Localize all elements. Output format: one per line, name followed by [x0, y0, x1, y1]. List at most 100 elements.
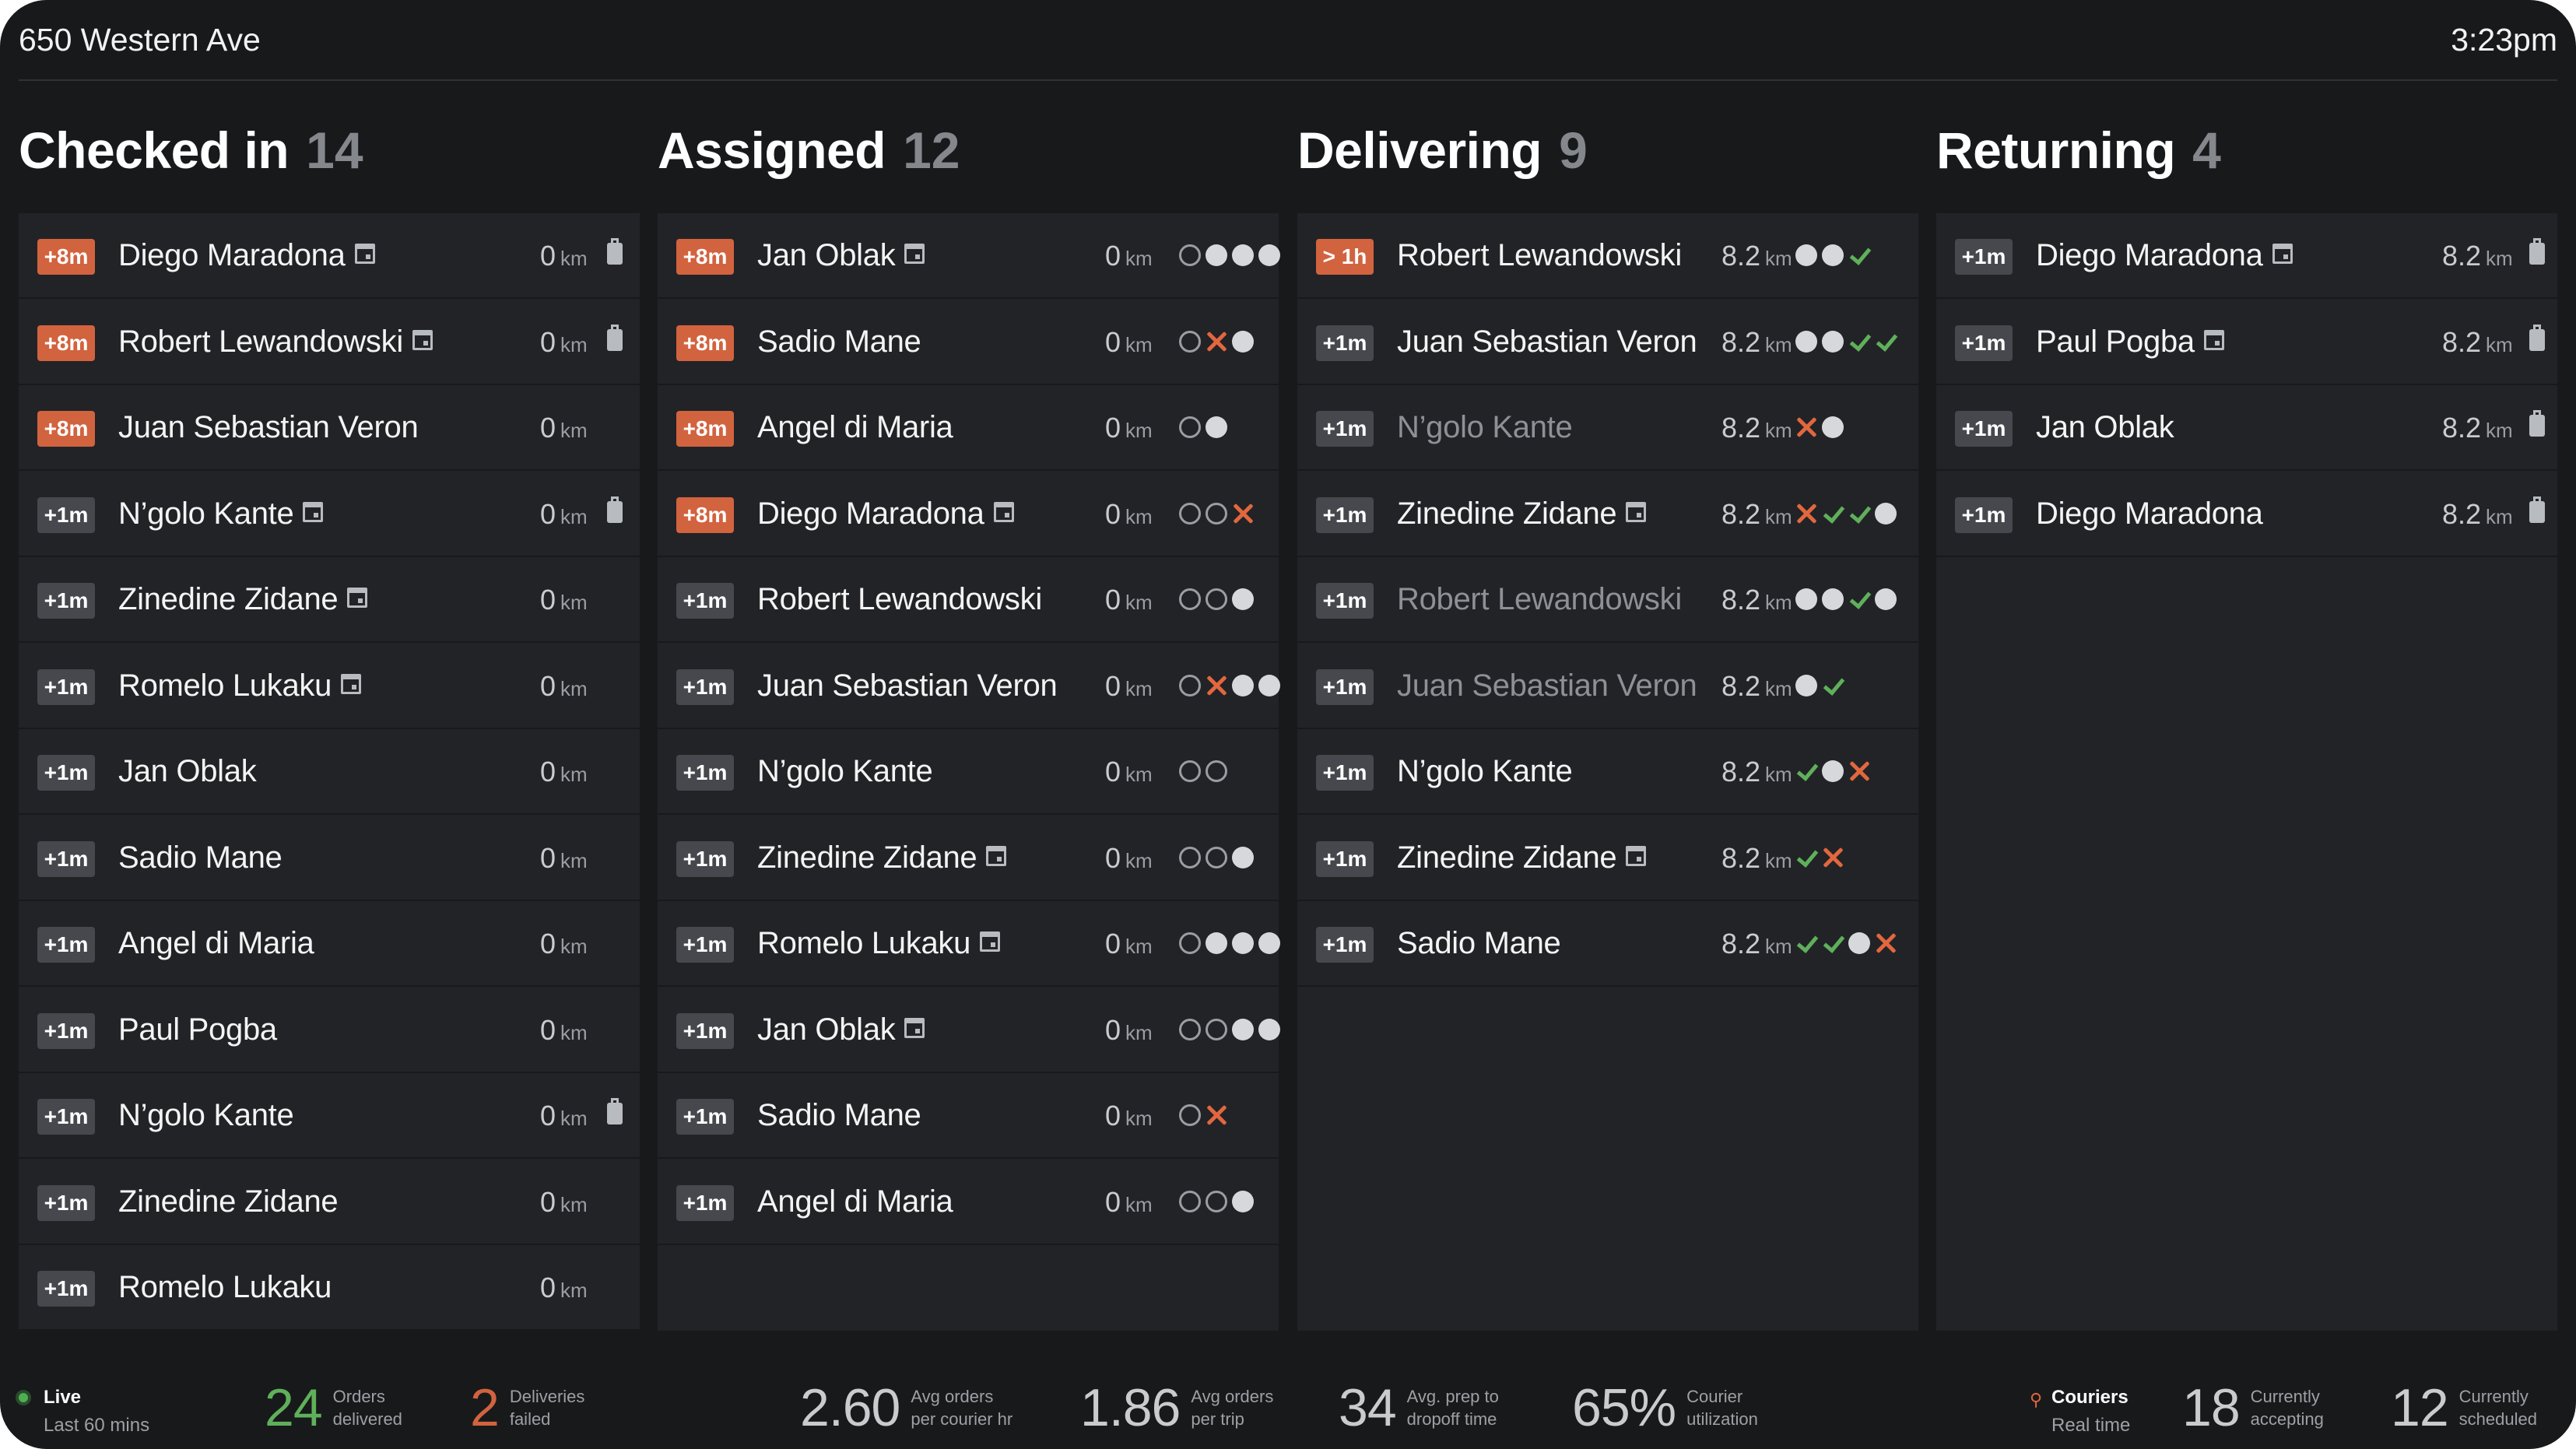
calendar-icon — [2203, 330, 2224, 350]
courier-row[interactable]: +1m Sadio Mane 0 km — [19, 816, 640, 901]
pending-circle-icon — [1206, 1019, 1227, 1040]
courier-name: Zinedine Zidane — [1397, 840, 1647, 875]
courier-row[interactable]: +1m Zinedine Zidane 8.2 km — [1297, 816, 1918, 901]
wait-badge: +1m — [1316, 497, 1374, 533]
calendar-icon — [303, 502, 324, 522]
wait-badge: +1m — [1955, 497, 2013, 533]
order-status-marks — [1795, 588, 1897, 610]
courier-name: Jan Oblak — [757, 1012, 925, 1047]
wait-badge: +8m — [676, 325, 734, 361]
courier-row[interactable]: +8m Juan Sebastian Veron 0 km — [19, 385, 640, 471]
courier-row[interactable]: +1m Jan Oblak 8.2 km — [1936, 385, 2557, 471]
bag-icon — [607, 496, 623, 523]
order-status-marks — [1179, 675, 1280, 696]
calendar-icon — [1626, 502, 1647, 522]
stat-value: 24 — [265, 1378, 323, 1437]
courier-name: Romelo Lukaku — [757, 926, 1001, 961]
courier-name: Robert Lewandowski — [118, 325, 433, 360]
order-status-marks — [1795, 416, 1844, 438]
order-dot-icon — [1232, 331, 1254, 353]
distance: 8.2 km — [1721, 326, 1792, 358]
courier-row[interactable]: +1m Angel di Maria 0 km — [658, 1160, 1279, 1245]
order-dot-icon — [1232, 244, 1254, 266]
courier-row[interactable]: +1m Romelo Lukaku 0 km — [658, 901, 1280, 987]
distance: 0 km — [540, 240, 588, 272]
column-title: Assigned 12 — [658, 81, 1279, 213]
courier-row[interactable]: +8m Diego Maradona 0 km — [19, 213, 640, 299]
pending-circle-icon — [1179, 760, 1201, 782]
order-status-marks — [1179, 760, 1227, 782]
courier-name: N’golo Kante — [757, 754, 933, 788]
courier-row[interactable]: +1m Zinedine Zidane 0 km — [19, 557, 640, 643]
courier-row[interactable]: +1m Romelo Lukaku 0 km — [19, 1245, 640, 1331]
delivered-check-icon — [1848, 588, 1870, 610]
courier-name: Jan Oblak — [118, 754, 257, 788]
courier-row[interactable]: +8m Diego Maradona 0 km — [658, 472, 1279, 557]
courier-row[interactable]: +1m Jan Oblak 0 km — [658, 988, 1280, 1073]
courier-row[interactable]: +1m Robert Lewandowski 0 km — [658, 557, 1279, 643]
courier-row[interactable]: +1m N’golo Kante 0 km — [19, 1073, 640, 1159]
courier-row[interactable]: +1m Juan Sebastian Veron 8.2 km — [1297, 644, 1918, 729]
courier-row[interactable]: +8m Sadio Mane 0 km — [658, 300, 1279, 385]
calendar-icon — [904, 244, 925, 264]
courier-row[interactable]: +1m N’golo Kante 0 km — [19, 472, 640, 557]
courier-row[interactable]: +1m Diego Maradona 8.2 km — [1936, 472, 2557, 557]
courier-name: Diego Maradona — [757, 496, 1014, 532]
courier-row[interactable]: > 1h Robert Lewandowski 8.2 km — [1297, 213, 1918, 299]
distance: 8.2 km — [2442, 498, 2513, 530]
wait-badge: +8m — [37, 325, 95, 361]
courier-row[interactable]: +1m N’golo Kante 0 km — [658, 729, 1279, 815]
order-status-marks — [1179, 588, 1254, 610]
courier-name: Angel di Maria — [118, 926, 314, 960]
pending-circle-icon — [1179, 1104, 1201, 1126]
stat-label: Avg orders per courier hr — [911, 1387, 1013, 1429]
courier-row[interactable]: +8m Jan Oblak 0 km — [658, 213, 1280, 299]
wait-badge: +8m — [37, 411, 95, 447]
calendar-icon — [341, 674, 362, 694]
order-dot-icon — [1822, 416, 1844, 438]
courier-name: Romelo Lukaku — [118, 668, 362, 703]
stat-label: Currently accepting — [2250, 1387, 2324, 1429]
order-dot-icon — [1258, 932, 1280, 954]
courier-row[interactable]: +1m Jan Oblak 0 km — [19, 729, 640, 815]
pending-circle-icon — [1179, 932, 1201, 954]
pending-circle-icon — [1179, 331, 1201, 353]
courier-row[interactable]: +1m N’golo Kante 8.2 km — [1297, 385, 1918, 471]
courier-row[interactable]: +1m Zinedine Zidane 8.2 km — [1297, 472, 1918, 557]
courier-row[interactable]: +1m Sadio Mane 8.2 km — [1297, 901, 1918, 987]
courier-row[interactable]: +1m Paul Pogba 8.2 km — [1936, 300, 2557, 385]
failed-x-icon — [1206, 331, 1227, 353]
courier-row[interactable]: +8m Angel di Maria 0 km — [658, 385, 1279, 471]
courier-row[interactable]: +1m Zinedine Zidane 0 km — [658, 816, 1279, 901]
order-status-marks — [1795, 760, 1870, 782]
delivered-check-icon — [1822, 932, 1844, 954]
order-status-marks — [1795, 675, 1844, 696]
courier-row[interactable]: +1m Zinedine Zidane 0 km — [19, 1160, 640, 1245]
courier-row[interactable]: +1m Juan Sebastian Veron 8.2 km — [1297, 300, 1918, 385]
courier-row[interactable]: +1m Angel di Maria 0 km — [19, 901, 640, 987]
column-delivering: Delivering 9 — [1297, 81, 1918, 213]
pending-circle-icon — [1206, 588, 1227, 610]
calendar-icon — [354, 244, 375, 264]
courier-row[interactable]: +1m Romelo Lukaku 0 km — [19, 644, 640, 729]
bag-icon — [607, 238, 623, 265]
stat-label: Currently scheduled — [2458, 1387, 2537, 1429]
courier-row[interactable]: +8m Robert Lewandowski 0 km — [19, 300, 640, 385]
stat-deliveries-failed: 2 Deliveries failed — [470, 1377, 619, 1438]
pending-circle-icon — [1179, 1019, 1201, 1040]
courier-row[interactable]: +1m Robert Lewandowski 8.2 km — [1297, 557, 1918, 643]
wait-badge: +1m — [1955, 239, 2013, 275]
courier-row[interactable]: +1m Juan Sebastian Veron 0 km — [658, 644, 1280, 729]
courier-row[interactable]: +1m Sadio Mane 0 km — [658, 1073, 1279, 1159]
courier-name: Juan Sebastian Veron — [1397, 325, 1697, 359]
order-status-marks — [1179, 416, 1227, 438]
courier-row[interactable]: +1m N’golo Kante 8.2 km — [1297, 729, 1918, 815]
distance: 0 km — [1105, 412, 1153, 444]
bag-icon — [2529, 238, 2545, 265]
calendar-icon — [412, 330, 433, 350]
stat-label: Deliveries failed — [509, 1387, 585, 1429]
courier-row[interactable]: +1m Paul Pogba 0 km — [19, 988, 640, 1073]
live-label: Live — [44, 1387, 82, 1408]
distance: 0 km — [1105, 670, 1153, 702]
courier-row[interactable]: +1m Diego Maradona 8.2 km — [1936, 213, 2557, 299]
